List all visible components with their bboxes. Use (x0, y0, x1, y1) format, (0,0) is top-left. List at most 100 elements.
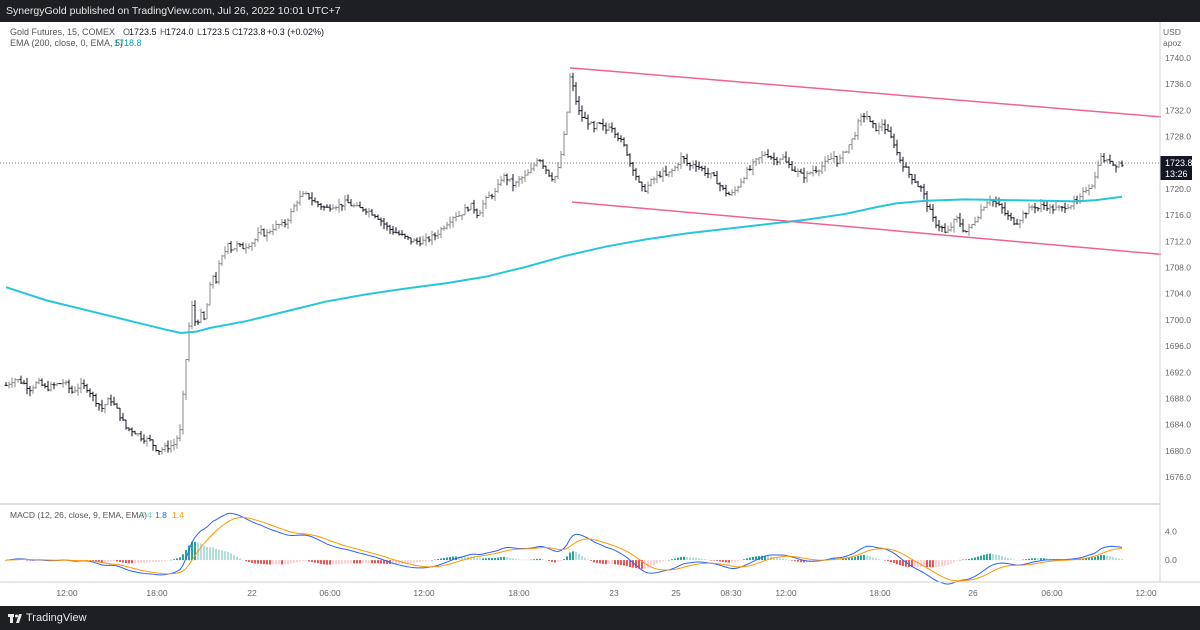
macd-hist-bar (326, 560, 328, 565)
ohlc-bar (856, 118, 860, 140)
ohlc-bar (475, 208, 479, 219)
macd-hist-bar (473, 557, 475, 561)
macd-hist-bar (1082, 558, 1084, 561)
macd-hist-bar (668, 559, 670, 561)
ohlc-bar (1018, 219, 1022, 229)
ohlc-bar (1078, 193, 1082, 204)
macd-hist-bar (773, 557, 775, 561)
price-axis[interactable]: 1740.01736.01732.01728.01724.01720.01716… (1165, 53, 1191, 482)
macd-hist-bar (665, 560, 667, 561)
macd-hist-bar (158, 560, 160, 562)
macd-hist-bar (341, 560, 343, 564)
macd-hist-bar (476, 557, 478, 561)
ohlc-bar (748, 165, 752, 172)
channel-upper-line[interactable] (569, 67, 1162, 118)
channel-lower-line[interactable] (571, 201, 1162, 256)
ohlc-bar (208, 281, 212, 306)
ohlc-bar (544, 165, 548, 175)
ohlc-bar (898, 152, 902, 163)
macd-hist-bar (680, 556, 682, 561)
macd-hist-bar (1013, 559, 1015, 561)
chart-frame[interactable]: Gold Futures, 15, COMEX O 1723.5 H 1724.… (0, 22, 1200, 606)
ohlc-bar (946, 225, 950, 234)
ohlc-bar (418, 236, 422, 247)
ohlc-bar (826, 154, 830, 163)
macd-hist-bar (470, 556, 472, 561)
ohlc-bar (916, 180, 920, 188)
macd-hist-bar (311, 560, 313, 563)
macd-hist-bar (206, 546, 208, 561)
ohlc-bar (55, 382, 59, 387)
chart-svg[interactable]: Gold Futures, 15, COMEX O 1723.5 H 1724.… (0, 22, 1200, 606)
macd-hist-bar (584, 557, 586, 561)
macd-hist-bar (887, 560, 889, 562)
macd-hist-bar (446, 557, 448, 561)
macd-hist-bar (782, 558, 784, 561)
macd-hist-bar (707, 559, 709, 561)
time-axis[interactable]: 12:00 18:00 22 06:00 12:00 18:00 23 25 08:30 12:0… (56, 588, 1157, 598)
macd-hist-bar (548, 560, 550, 562)
ohlc-bar (274, 220, 278, 232)
ohlc-bar (262, 228, 266, 237)
last-price-badge (1160, 156, 1192, 180)
ohlc-bar (907, 166, 911, 178)
macd-hist-bar (977, 556, 979, 561)
macd-hist-bar (884, 560, 886, 561)
macd-hist-bar (575, 552, 577, 561)
ohlc-bar (1102, 153, 1106, 163)
ohlc-bar (769, 155, 773, 160)
ohlc-bar (985, 200, 989, 208)
ohlc-bar (151, 439, 155, 451)
macd-hist-bar (317, 560, 319, 564)
ohlc-bar (829, 152, 833, 161)
macd-hist-bar (851, 557, 853, 561)
macd-hist-bar (1001, 555, 1003, 561)
ohlc-bar (697, 161, 701, 170)
ohlc-bar (454, 212, 458, 222)
macd-hist-bar (506, 557, 508, 561)
macd-hist-bar (1046, 558, 1048, 561)
ohlc-bar (664, 165, 668, 177)
ohlc-bar (799, 168, 803, 174)
macd-hist-bar (533, 559, 535, 561)
ohlc-bar (745, 166, 749, 180)
ohlc-bar (1120, 160, 1124, 168)
macd-hist-bar (878, 559, 880, 561)
ohlc-bar (838, 154, 842, 165)
macd-hist-bar (404, 560, 406, 564)
ohlc-bar (865, 110, 869, 121)
ohlc-bar (457, 210, 461, 218)
ohlc-bar (157, 450, 161, 455)
ohlc-bar (67, 379, 71, 394)
ohlc-bar (484, 195, 488, 210)
ohlc-bar (100, 399, 104, 412)
ohlc-bar (817, 169, 821, 177)
ohlc-bar (712, 171, 716, 177)
ohlc-bar (1084, 186, 1088, 194)
macd-hist-bar (647, 560, 649, 568)
macd-hist-bar (323, 560, 325, 565)
ohlc-bar (385, 221, 389, 231)
macd-hist-bar (797, 560, 799, 562)
macd-hist-bar (377, 560, 379, 564)
ohlc-bar (892, 133, 896, 149)
macd-hist-bar (566, 556, 568, 561)
macd-hist-bar (443, 557, 445, 561)
axis-currency: USD (1163, 27, 1181, 37)
macd-hist-bar (134, 560, 136, 564)
time-tick-label: 18:00 (508, 588, 530, 598)
ohlc-bar (571, 72, 575, 92)
macd-hist-bar (140, 560, 142, 563)
ohlc-bar (136, 433, 140, 437)
macd-hist-bar (479, 558, 481, 561)
footer-brand[interactable]: TradingView (26, 612, 87, 624)
macd-hist-bar (752, 556, 754, 561)
macd-hist-bar (1091, 557, 1093, 561)
ohlc-bar (256, 227, 260, 242)
ohlc-bar (952, 218, 956, 233)
macd-hist-bar (512, 558, 514, 561)
macd-hist-bar (692, 557, 694, 561)
ohlc-bar (694, 160, 698, 172)
macd-hist-bar (803, 560, 805, 563)
ohlc-bar (388, 224, 392, 235)
